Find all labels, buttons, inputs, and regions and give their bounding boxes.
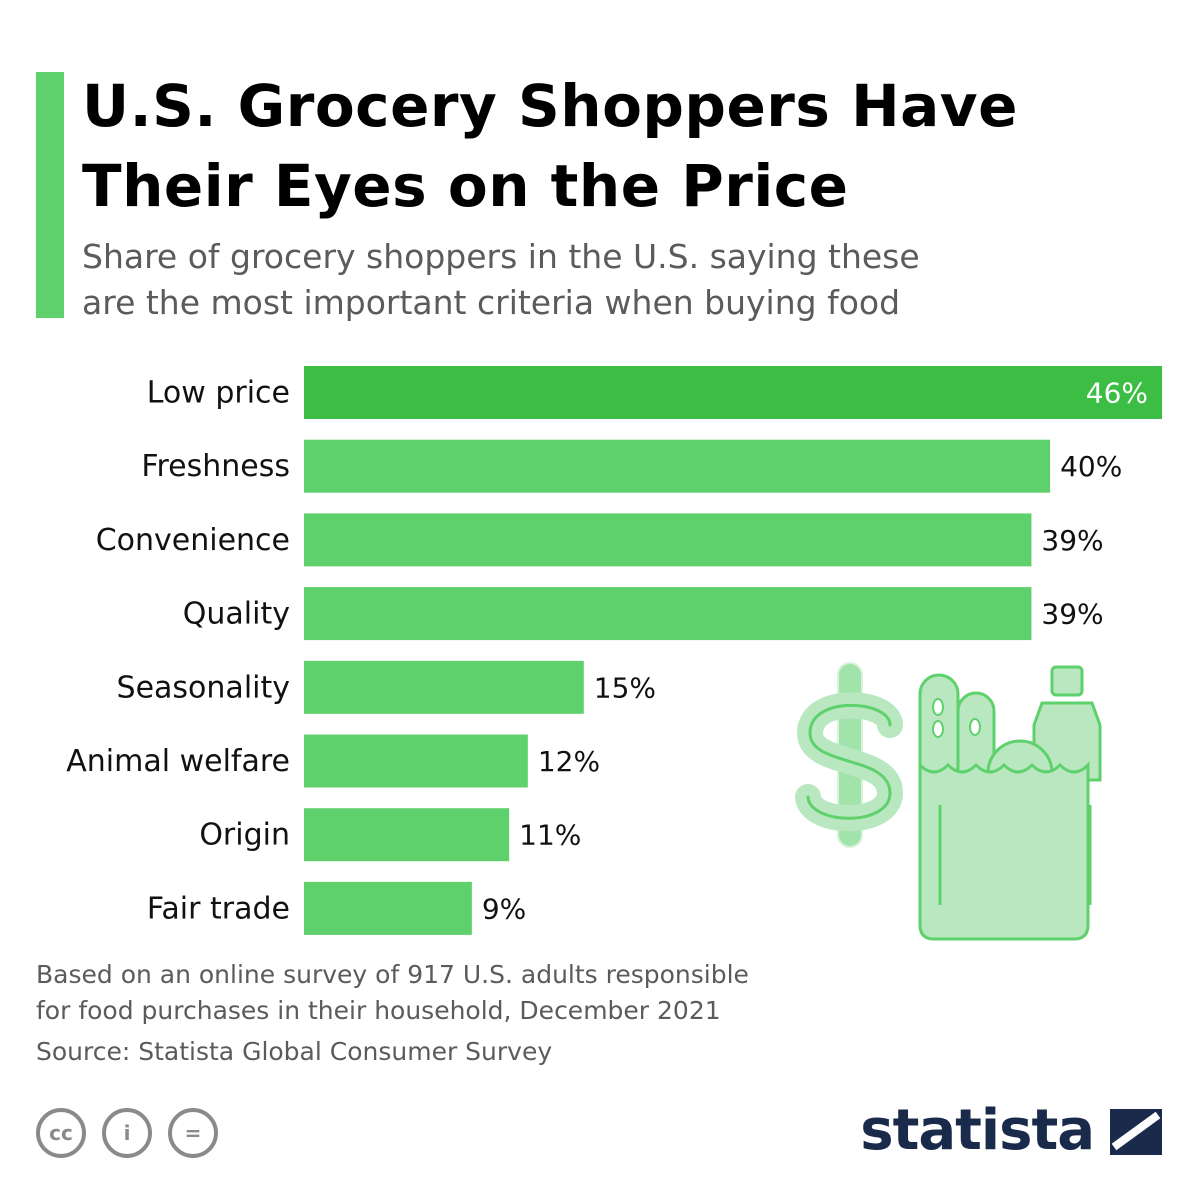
note-line: Based on an online survey of 917 U.S. ad… [36,960,749,989]
statista-logo[interactable]: statista [860,1098,1164,1163]
survey-note: Based on an online survey of 917 U.S. ad… [36,957,936,1029]
logo-text: statista [860,1098,1095,1163]
category-label: Animal welfare [66,744,290,779]
source-text: Source: Statista Global Consumer Survey [36,1037,553,1066]
bar [304,881,472,935]
bar [304,734,528,788]
category-label: Convenience [96,523,290,558]
bar [304,660,584,714]
page-title: U.S. Grocery Shoppers Have Their Eyes on… [82,66,1162,226]
value-label: 9% [482,892,526,925]
grocery-bag-icon [918,665,1102,941]
attribution-icon[interactable]: i [102,1108,152,1158]
bar [304,366,1162,419]
subtitle-line: are the most important criteria when buy… [82,283,901,322]
bar [304,587,1032,641]
category-label: Freshness [141,449,290,484]
category-label: Quality [183,597,290,632]
bar [304,439,1051,493]
category-label: Fair trade [147,891,290,926]
bar [304,513,1032,567]
note-line: for food purchases in their household, D… [36,996,721,1025]
statista-logo-icon [1110,1108,1162,1155]
category-label: Origin [199,818,290,853]
category-label: Seasonality [117,670,290,705]
license-icons[interactable]: cc i = [36,1108,218,1164]
dollar-sign-icon [795,662,904,848]
accent-bar [36,72,64,318]
value-label: 46% [1086,377,1148,410]
title-line: Their Eyes on the Price [82,152,849,220]
subtitle-line: Share of grocery shoppers in the U.S. sa… [82,237,920,276]
cc-icon[interactable]: cc [36,1108,86,1158]
value-label: 39% [1041,524,1103,557]
value-label: 12% [538,745,600,778]
value-label: 39% [1041,598,1103,631]
value-label: 15% [594,671,656,704]
title-line: U.S. Grocery Shoppers Have [82,72,1018,140]
bar [304,808,510,862]
subtitle: Share of grocery shoppers in the U.S. sa… [82,234,1162,326]
value-label: 40% [1060,450,1122,483]
grocery-illustration [795,662,1102,941]
no-derivatives-icon[interactable]: = [168,1108,218,1158]
value-label: 11% [519,819,581,852]
category-label: Low price [147,376,290,411]
